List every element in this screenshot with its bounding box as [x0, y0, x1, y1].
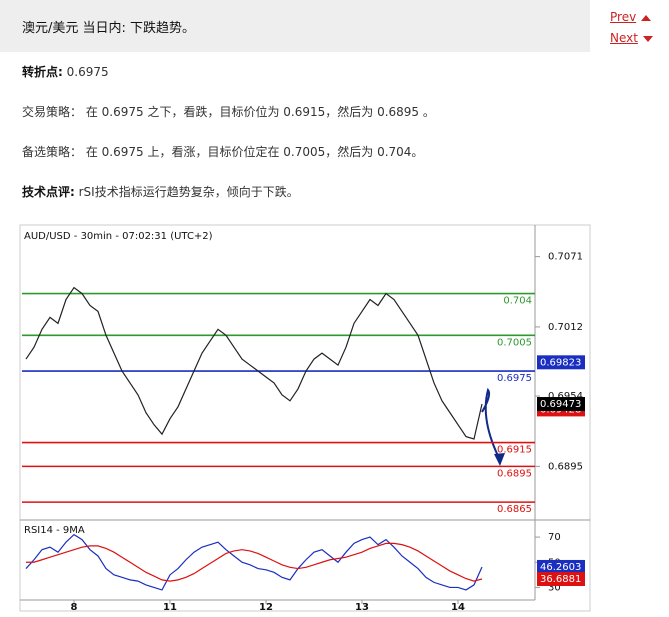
- x-tick-label: 11: [163, 602, 177, 613]
- label: 转折点:: [22, 65, 63, 79]
- rsi-last-label: 36.6881: [540, 574, 581, 585]
- level-label: 0.6895: [497, 468, 532, 479]
- level-label: 0.6975: [497, 373, 532, 384]
- next-link[interactable]: Next: [610, 31, 653, 45]
- price-line: [25, 286, 483, 440]
- rsi-line: [26, 542, 483, 582]
- rsi-last-label: 46.2603: [540, 562, 581, 573]
- paragraph: 技术点评: rSI技术指标运行趋势复杂，倾向于下跌。: [22, 183, 299, 200]
- label: 技术点评:: [22, 185, 75, 199]
- last-price-label: 0.69473: [540, 399, 581, 410]
- label: 备选策略：: [22, 145, 83, 159]
- x-tick-label: 13: [355, 602, 369, 613]
- text: 0.6975: [62, 65, 109, 79]
- level-label: 0.704: [503, 296, 532, 307]
- text: 在 0.6975 之下，看跌，目标价位为 0.6915，然后为 0.6895 。: [82, 105, 435, 119]
- chart-title: AUD/USD - 30min - 07:02:31 (UTC+2): [24, 231, 213, 242]
- y-tick-label: 0.7012: [548, 322, 583, 333]
- y-tick-label: 70: [548, 532, 561, 543]
- x-tick-label: 12: [259, 602, 273, 613]
- header-title: 澳元/美元 当日内: 下跌趋势。: [22, 21, 196, 36]
- rsi-title: RSI14 - 9MA: [24, 525, 85, 536]
- text: rSI技术指标运行趋势复杂，倾向于下跌。: [74, 185, 299, 199]
- label: 交易策略：: [22, 105, 83, 119]
- x-tick-label: 8: [71, 602, 78, 613]
- chart-frame: [19, 224, 591, 612]
- y-tick-label: 0.6895: [548, 461, 583, 472]
- rsi-line: [25, 533, 483, 591]
- last-price-box: [537, 397, 585, 412]
- level-label: 0.7005: [497, 337, 532, 348]
- y-tick-label: 0.6954: [548, 391, 583, 402]
- level-label: 0.6865: [497, 504, 532, 515]
- paragraph: 交易策略： 在 0.6975 之下，看跌，目标价位为 0.6915，然后为 0.…: [22, 103, 435, 120]
- marker-label: 0.69823: [540, 357, 581, 368]
- next-text[interactable]: Next: [610, 31, 638, 45]
- prev-link[interactable]: Prev: [610, 10, 652, 24]
- header: 澳元/美元 当日内: 下跌趋势。: [0, 0, 590, 52]
- prev-text[interactable]: Prev: [610, 10, 637, 24]
- forecast-arrow: [481, 387, 501, 461]
- y-tick-label: 0.7071: [548, 252, 583, 263]
- paragraph: 转折点: 0.6975: [22, 63, 109, 80]
- marker-box: [537, 355, 585, 370]
- x-tick-label: 14: [451, 602, 465, 613]
- y-tick-label: 30: [548, 582, 561, 593]
- rsi-last-box: [537, 572, 585, 587]
- rsi-last-box: [537, 559, 585, 574]
- paragraph: 备选策略： 在 0.6975 上，看涨，目标价位定在 0.7005，然后为 0.…: [22, 143, 423, 160]
- text: 在 0.6975 上，看涨，目标价位定在 0.7005，然后为 0.704。: [82, 145, 424, 159]
- arrow-head: [494, 453, 505, 466]
- level-label: 0.6915: [497, 445, 532, 456]
